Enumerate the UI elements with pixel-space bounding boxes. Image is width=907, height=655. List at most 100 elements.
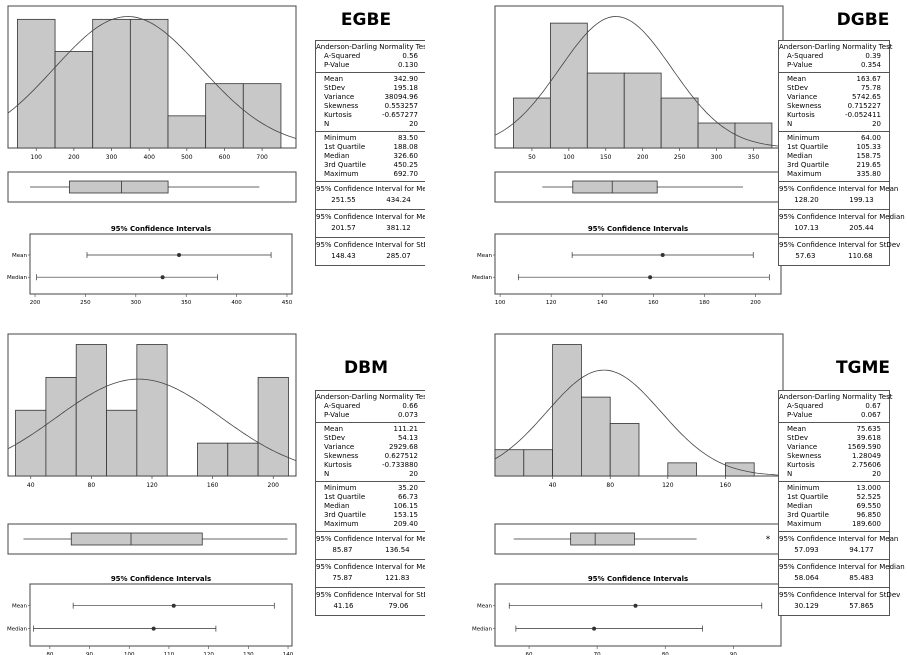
- ci-lower: 30.129: [794, 602, 819, 610]
- x-tick-label: 50: [528, 154, 536, 161]
- stat-row: Kurtosis -0.657277: [316, 111, 425, 120]
- stat-row: Kurtosis -0.733880: [316, 461, 425, 470]
- x-tick-label: 80: [88, 482, 96, 489]
- stat-row: Variance 38094.96: [316, 93, 425, 102]
- stat-value: 163.67: [856, 75, 882, 83]
- stat-label: 1st Quartile: [324, 143, 366, 151]
- stat-value: 0.627512: [384, 452, 418, 460]
- histogram-bar: [552, 344, 582, 477]
- ci-x-tick-label: 90: [730, 652, 737, 655]
- ci-frame: [494, 583, 782, 647]
- x-tick-label: 100: [31, 154, 43, 161]
- stat-row: Mean 342.90: [316, 75, 425, 84]
- stats-clip: Anderson-Darling Normality Test A-Squared…: [315, 40, 425, 300]
- ci-x-tick-label: 200: [750, 300, 761, 306]
- ci-x-tick-label: 80: [46, 652, 53, 655]
- ci-lower: 128.20: [794, 196, 819, 204]
- histogram-bar: [734, 122, 773, 149]
- stat-row: N 20: [779, 120, 889, 129]
- quartile-section: Minimum 83.50 1st Quartile 188.08 Median 326.…: [316, 132, 425, 182]
- stat-label: N: [787, 120, 793, 128]
- x-tick-label: 400: [143, 154, 155, 161]
- stat-label: 3rd Quartile: [324, 161, 366, 169]
- ci-section: 95% Confidence Interval for Mean 128.20 19…: [779, 182, 898, 210]
- x-tick-label: 200: [268, 482, 280, 489]
- stat-value: 335.80: [856, 170, 882, 178]
- stat-label: 3rd Quartile: [787, 161, 829, 169]
- chart-svg-dgbe: 50 100 150 200 250 300 350 95% Confidence Inter…: [472, 5, 784, 306]
- stat-label: N: [324, 120, 330, 128]
- stat-value: 219.65: [856, 161, 882, 169]
- ci-section: 95% Confidence Interval for StDev 41.16 79…: [316, 588, 425, 615]
- ci-point: [648, 275, 653, 280]
- ci-point: [160, 275, 165, 280]
- stat-label: P-Value: [324, 61, 350, 69]
- stat-label: Kurtosis: [787, 461, 815, 469]
- stat-label: Skewness: [324, 452, 359, 460]
- ci-heading: 95% Confidence Interval for StDev: [779, 241, 901, 249]
- ci-x-tick-label: 140: [283, 652, 294, 655]
- stat-value: 0.130: [397, 61, 418, 69]
- ci-heading: 95% Confidence Interval for Mean: [316, 185, 425, 193]
- stat-label: 1st Quartile: [324, 493, 366, 501]
- stat-value: 64.00: [860, 134, 881, 142]
- ci-lower: 58.064: [794, 574, 819, 582]
- ci-title: 95% Confidence Intervals: [588, 225, 688, 233]
- ci-row-label: Median: [7, 275, 28, 281]
- x-tick-label: 500: [181, 154, 193, 161]
- histogram-bar: [15, 409, 47, 477]
- stat-row: Mean 163.67: [779, 75, 889, 84]
- histogram-bar: [660, 97, 699, 149]
- stat-row: Maximum 189.600: [779, 520, 889, 529]
- ci-section: 95% Confidence Interval for Mean 57.093 94…: [779, 532, 898, 560]
- stat-label: Median: [324, 502, 350, 510]
- stat-label: A-Squared: [324, 52, 361, 60]
- histogram-bar: [257, 376, 289, 477]
- ci-section: 95% Confidence Interval for Median 75.87 1…: [316, 560, 425, 588]
- stat-value: 75.635: [856, 425, 882, 433]
- ci-upper: 199.13: [849, 196, 874, 204]
- stats-clip: Anderson-Darling Normality Test A-Squared…: [778, 40, 907, 300]
- ci-upper: 57.865: [849, 602, 874, 610]
- ci-x-tick-label: 60: [526, 652, 533, 655]
- ci-x-tick-label: 110: [164, 652, 175, 655]
- ci-x-tick-label: 80: [662, 652, 669, 655]
- ci-section: 95% Confidence Interval for Mean 85.87 136…: [316, 532, 425, 560]
- x-tick-label: 300: [106, 154, 118, 161]
- ci-x-tick-label: 180: [699, 300, 710, 306]
- quartile-section: Minimum 64.00 1st Quartile 105.33 Median 158.…: [779, 132, 889, 182]
- histogram-bar: [586, 72, 625, 149]
- stat-label: StDev: [787, 434, 809, 442]
- ci-section: 95% Confidence Interval for StDev 30.129 5…: [779, 588, 900, 615]
- stat-row: StDev 54.13: [316, 434, 425, 443]
- stat-value: 20: [872, 470, 881, 478]
- stat-row: Minimum 64.00: [779, 134, 889, 143]
- ci-upper: 381.12: [386, 224, 411, 232]
- stat-row: A-Squared 0.56: [316, 52, 425, 61]
- stat-label: Variance: [787, 443, 818, 451]
- stat-value: 111.21: [393, 425, 419, 433]
- stat-value: 189.600: [852, 520, 881, 528]
- stat-value: 75.78: [860, 84, 881, 92]
- ci-x-tick-label: 90: [86, 652, 93, 655]
- normal-curve: [7, 16, 297, 139]
- panel-dgbe: 50 100 150 200 250 300 350 95% Confidence Inter…: [453, 0, 907, 325]
- stat-label: N: [324, 470, 330, 478]
- stat-label: Maximum: [324, 520, 359, 528]
- stat-value: 69.550: [856, 502, 882, 510]
- ci-values: 148.43 285.07: [316, 251, 425, 263]
- ci-heading: 95% Confidence Interval for Median: [316, 563, 425, 571]
- ad-heading: Anderson-Darling Normality Test: [779, 393, 893, 401]
- stat-row: StDev 75.78: [779, 84, 889, 93]
- panel-dbm: 40 80 120 160 200 95% Confidence Intervals Mea…: [0, 328, 453, 655]
- histogram-bar: [167, 115, 207, 149]
- stat-row: 1st Quartile 188.08: [316, 143, 425, 152]
- stat-row: Skewness 0.553257: [316, 102, 425, 111]
- ad-section: Anderson-Darling Normality Test A-Squared…: [779, 41, 892, 73]
- stat-value: 52.525: [856, 493, 882, 501]
- ci-values: 57.63 110.68: [779, 251, 889, 263]
- stat-label: Kurtosis: [787, 111, 815, 119]
- stat-label: Minimum: [787, 134, 820, 142]
- stat-row: A-Squared 0.67: [779, 402, 889, 411]
- ci-lower: 75.87: [332, 574, 353, 582]
